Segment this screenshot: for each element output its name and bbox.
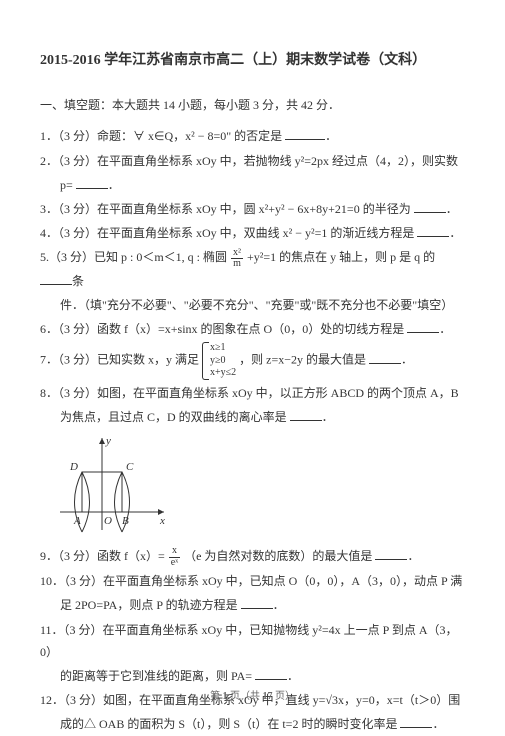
question-10-cont: 足 2PO=PA，则点 P 的轨迹方程是 ． [40,594,465,616]
question-8-cont: 为焦点，且过点 C，D 的双曲线的离心率是 ． [40,406,465,428]
page-footer: 第 1 页（共 17 页） [0,687,505,702]
label-B: B [122,515,129,527]
blank [76,177,108,189]
blank [285,129,325,141]
footer-total: 17 [263,691,273,702]
brace-line-2: y≥0 [210,355,226,366]
label-y: y [105,435,111,447]
fraction: x² m [231,248,243,270]
question-5: 5.（3 分）已知 p : 0＜m＜1, q : 椭圆 x² m +y²=1 的… [40,246,465,291]
q7a-text: 7．（3 分）已知实数 x，y 满足 [40,353,199,367]
q5b-text: +y²=1 的焦点在 y 轴上，则 p 是 q 的 [247,250,435,264]
label-A: A [73,515,81,527]
q8b-text: 为焦点，且过点 C，D 的双曲线的离心率是 [60,410,287,424]
q5d-text: 件．（填"充分不必要"、"必要不充分"、"充要"或"既不充分也不必要"填空） [60,298,453,312]
question-2-cont: p= ． [40,174,465,196]
question-9: 9．（3 分）函数 f（x）= x eˣ （e 为自然对数的底数）的最大值是 ． [40,545,465,568]
question-1: 1．（3 分）命题：∀ x∈Q，x² − 8=0" 的否定是 ． [40,125,465,147]
q7b-text: ，则 z=x−2y 的最大值是 [239,353,366,367]
q11b-text: 的距离等于它到准线的距离，则 PA= [60,669,252,683]
q2b-text: p= [60,178,73,192]
figure-hyperbola: D C A O B x y [60,434,465,539]
section-heading: 一、填空题：本大题共 14 小题，每小题 3 分，共 42 分． [40,95,465,115]
q9a-text: 9．（3 分）函数 f（x）= [40,549,165,563]
q12b-text: 成的△ OAB 的面积为 S（t），则 S（t）在 t=2 时的瞬时变化率是 [60,717,397,731]
brace-line-3: x+y≤2 [210,367,236,378]
q3-text: 3．（3 分）在平面直角坐标系 xOy 中，圆 x²+y² − 6x+8y+21… [40,202,411,216]
question-3: 3．（3 分）在平面直角坐标系 xOy 中，圆 x²+y² − 6x+8y+21… [40,198,465,220]
blank [290,409,322,421]
q4-text: 4．（3 分）在平面直角坐标系 xOy 中，双曲线 x² − y²=1 的渐近线… [40,226,414,240]
q11a-text: 11．（3 分）在平面直角坐标系 xOy 中，已知抛物线 y²=4x 上一点 P… [40,623,457,659]
page-title: 2015-2016 学年江苏省南京市高二（上）期末数学试卷（文科） [40,50,465,71]
q10a-text: 10．（3 分）在平面直角坐标系 xOy 中，已知点 O（0，0），A（3，0）… [40,574,462,588]
q9b-text: （e 为自然对数的底数）的最大值是 [184,549,372,563]
blank [369,352,401,364]
blank [375,548,407,560]
label-D: D [69,461,78,473]
footer-c: 页（共 [228,691,263,702]
denominator: m [231,259,243,270]
question-7: 7．（3 分）已知实数 x，y 满足 x≥1 y≥0 x+y≤2 ，则 z=x−… [40,342,465,380]
blank [414,201,446,213]
question-11-cont: 的距离等于它到准线的距离，则 PA= ． [40,665,465,687]
q5a-text: 5.（3 分）已知 p : 0＜m＜1, q : 椭圆 [40,250,227,264]
question-6: 6．（3 分）函数 f（x）=x+sinx 的图象在点 O（0，0）处的切线方程… [40,318,465,340]
q5c-text: 条 [72,274,84,288]
blank [407,321,439,333]
question-10: 10．（3 分）在平面直角坐标系 xOy 中，已知点 O（0，0），A（3，0）… [40,570,465,592]
footer-a: 第 [210,691,223,702]
question-5-cont: 件．（填"充分不必要"、"必要不充分"、"充要"或"既不充分也不必要"填空） [40,294,465,316]
question-12-cont: 成的△ OAB 的面积为 S（t），则 S（t）在 t=2 时的瞬时变化率是 ． [40,713,465,735]
q8a-text: 8．（3 分）如图，在平面直角坐标系 xOy 中，以正方形 ABCD 的两个顶点… [40,386,459,400]
label-x: x [159,515,165,527]
q1-text: 1．（3 分）命题：∀ x∈Q，x² − 8=0" 的否定是 [40,129,282,143]
question-11: 11．（3 分）在平面直角坐标系 xOy 中，已知抛物线 y²=4x 上一点 P… [40,619,465,663]
footer-e: 页） [273,691,296,702]
blank [255,668,287,680]
question-4: 4．（3 分）在平面直角坐标系 xOy 中，双曲线 x² − y²=1 的渐近线… [40,222,465,244]
label-O: O [104,515,112,527]
label-C: C [126,461,134,473]
denominator: eˣ [169,558,180,569]
q10b-text: 足 2PO=PA，则点 P 的轨迹方程是 [60,598,238,612]
fraction: x eˣ [169,546,180,568]
q2a-text: 2．（3 分）在平面直角坐标系 xOy 中，若抛物线 y²=2px 经过点（4，… [40,154,458,168]
q6-text: 6．（3 分）函数 f（x）=x+sinx 的图象在点 O（0，0）处的切线方程… [40,322,404,336]
question-8: 8．（3 分）如图，在平面直角坐标系 xOy 中，以正方形 ABCD 的两个顶点… [40,382,465,404]
brace-line-1: x≥1 [210,342,226,353]
blank [417,225,449,237]
question-2: 2．（3 分）在平面直角坐标系 xOy 中，若抛物线 y²=2px 经过点（4，… [40,150,465,172]
brace-system: x≥1 y≥0 x+y≤2 [202,342,236,380]
blank [241,598,273,610]
blank [40,273,72,285]
blank [400,717,432,729]
